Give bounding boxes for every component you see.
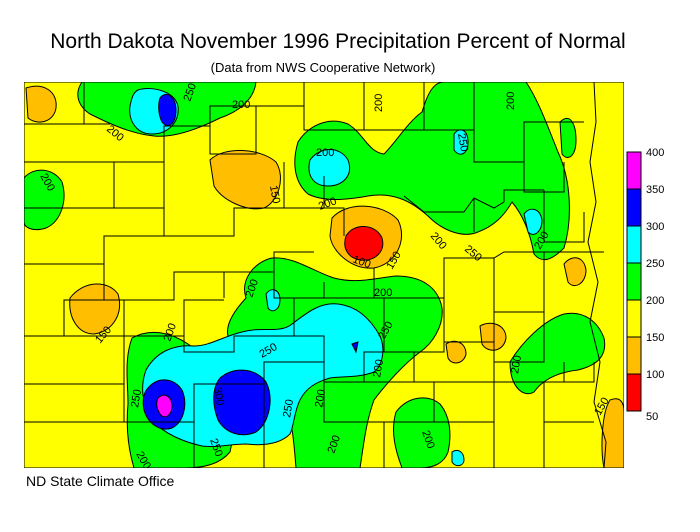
contour-label: 200 bbox=[373, 94, 385, 112]
legend-tick-label: 150 bbox=[646, 332, 664, 344]
contour-label: 200 bbox=[317, 195, 338, 213]
map-subtitle: (Data from NWS Cooperative Network) bbox=[210, 60, 436, 75]
contour-label: 250 bbox=[207, 437, 225, 458]
contour-label: 200 bbox=[313, 388, 328, 408]
contour-label: 200 bbox=[505, 92, 517, 110]
legend-swatch-yellow bbox=[626, 299, 642, 338]
credit-text: ND State Climate Office bbox=[26, 473, 175, 489]
contour-label: 250 bbox=[281, 398, 296, 418]
precipitation-map: 250 200 200 200 200 200 200 250 200 200 … bbox=[24, 82, 624, 468]
contour-label: 200 bbox=[419, 429, 437, 450]
contour-label: 250 bbox=[455, 132, 470, 152]
legend-swatch-orange bbox=[626, 336, 642, 375]
legend-swatch-green bbox=[626, 262, 642, 301]
contour-label: 250 bbox=[129, 388, 144, 408]
legend-tick-label: 100 bbox=[646, 369, 664, 381]
legend-tick-label: 300 bbox=[646, 221, 664, 233]
legend-swatch-magenta bbox=[626, 151, 642, 190]
legend-swatches bbox=[626, 151, 642, 412]
legend-swatch-cyan bbox=[626, 225, 642, 264]
contour-label: 200 bbox=[232, 99, 250, 111]
county-boundaries bbox=[24, 82, 607, 468]
legend-swatch-blue bbox=[626, 188, 642, 227]
legend-tick-label: 50 bbox=[646, 411, 658, 423]
contour-label: 200 bbox=[316, 147, 334, 159]
contour-label: 200 bbox=[162, 322, 180, 343]
contour-label: 300 bbox=[211, 386, 226, 406]
contour-label: 200 bbox=[371, 358, 386, 378]
map-title: North Dakota November 1996 Precipitation… bbox=[50, 30, 626, 53]
magenta-region bbox=[156, 394, 173, 418]
contour-label: 200 bbox=[509, 354, 524, 374]
contour-label: 100 bbox=[351, 254, 372, 272]
contour-label: 200 bbox=[244, 278, 262, 299]
contour-label: 250 bbox=[182, 82, 200, 103]
color-legend: 400 350 300 250 200 150 100 50 bbox=[626, 148, 664, 423]
red-region bbox=[344, 226, 384, 261]
legend-swatch-red bbox=[626, 373, 642, 412]
legend-tick-label: 250 bbox=[646, 258, 664, 270]
contour-label: 200 bbox=[326, 434, 344, 455]
legend-tick-label: 200 bbox=[646, 295, 664, 307]
contour-label: 200 bbox=[374, 287, 392, 299]
contour-label: 150 bbox=[267, 184, 282, 204]
legend-tick-label: 350 bbox=[646, 184, 664, 196]
legend-tick-label: 400 bbox=[646, 148, 664, 159]
